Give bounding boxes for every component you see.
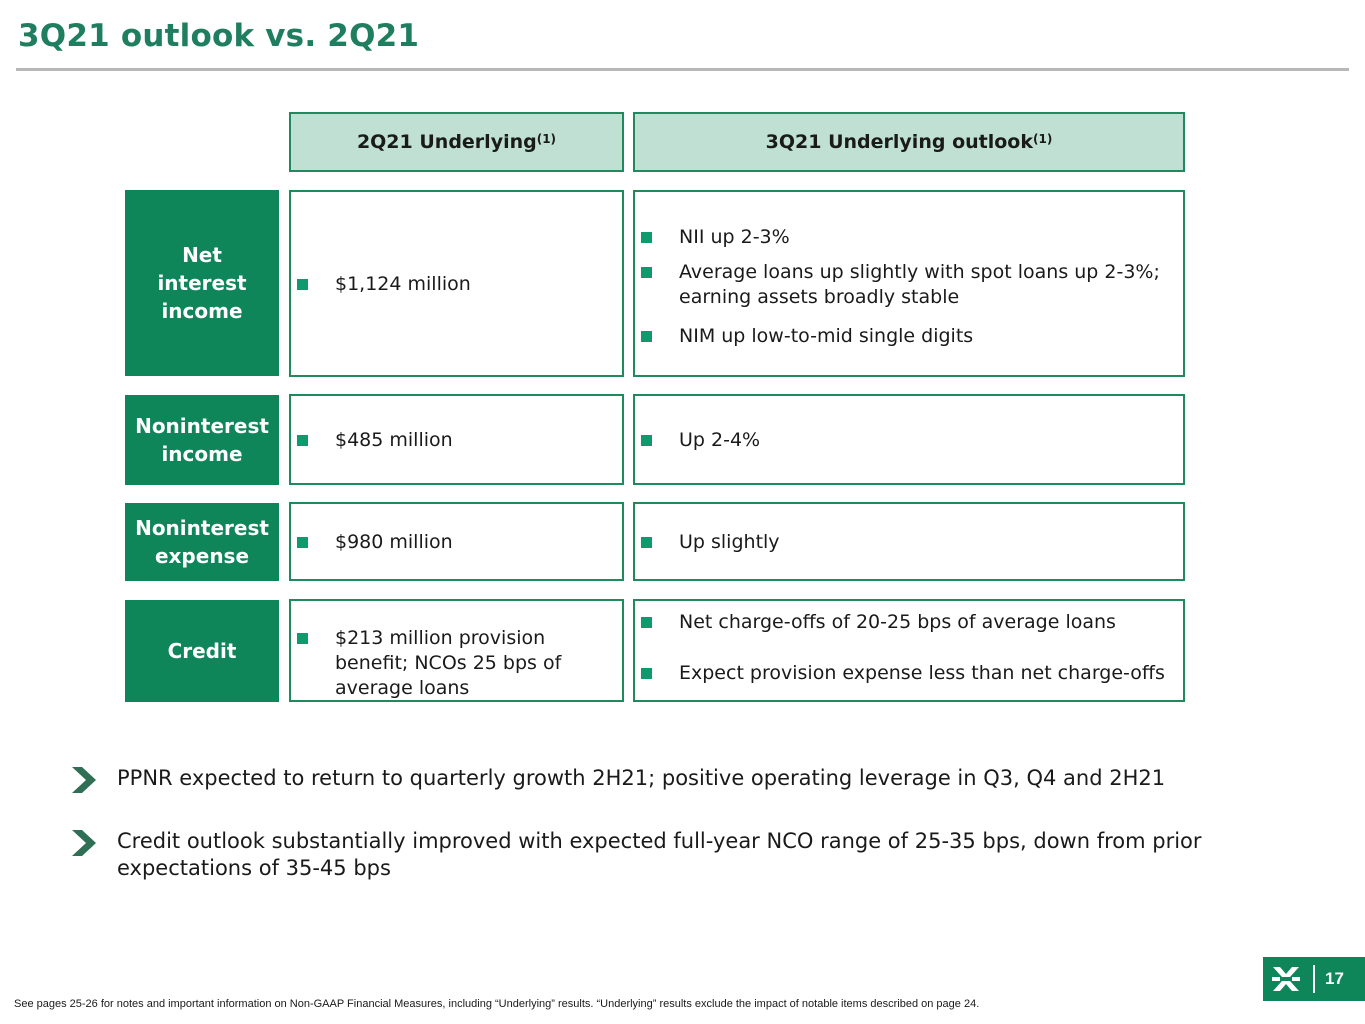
bullet-square-icon (297, 435, 308, 446)
row-label-noninterest-expense: Noninterest expense (125, 503, 279, 581)
bullet-square-icon (641, 617, 652, 628)
page-title: 3Q21 outlook vs. 2Q21 (18, 18, 420, 54)
page-number: 17 (1325, 969, 1344, 988)
row-label-credit: Credit (125, 600, 279, 702)
bullet-item: $1,124 million (297, 272, 617, 297)
page-badge: 17 (1263, 957, 1365, 1001)
cell-noninterest-income-2q21: $485 million (289, 394, 624, 485)
bullet-square-icon (641, 435, 652, 446)
bullet-square-icon (641, 232, 652, 243)
bullet-text: $213 million provision benefit; NCOs 25 … (335, 627, 562, 699)
bullet-square-icon (297, 633, 308, 644)
bullet-item: Net charge-offs of 20-25 bps of average … (641, 610, 1181, 635)
bullet-text: $1,124 million (335, 273, 471, 295)
row-label-noninterest-income: Noninterest income (125, 395, 279, 485)
badge-divider (1313, 965, 1315, 993)
bullet-text: Up 2-4% (679, 429, 761, 451)
bullet-item: Expect provision expense less than net c… (641, 661, 1181, 686)
bullet-text: Net charge-offs of 20-25 bps of average … (679, 611, 1116, 633)
column-header-2q21-label: 2Q21 Underlying (356, 131, 537, 153)
row-label-noninterest-income-text: Noninterest income (135, 414, 269, 466)
bullet-item: Average loans up slightly with spot loan… (641, 260, 1171, 310)
column-header-3q21: 3Q21 Underlying outlook (1) (633, 112, 1185, 172)
bullet-square-icon (641, 537, 652, 548)
takeaway-credit-outlook: Credit outlook substantially improved wi… (117, 829, 1202, 880)
row-label-credit-text: Credit (167, 639, 237, 663)
bullet-item: $485 million (297, 428, 617, 453)
cell-noninterest-expense-3q21: Up slightly (633, 502, 1185, 581)
column-header-3q21-label: 3Q21 Underlying outlook (765, 131, 1033, 153)
footnote: See pages 25-26 for notes and important … (14, 998, 980, 1010)
bullet-text: $980 million (335, 531, 453, 553)
bullet-text: NII up 2-3% (679, 226, 790, 248)
bullet-text: NIM up low-to-mid single digits (679, 325, 974, 347)
bullet-square-icon (641, 267, 652, 278)
citizens-logo-icon (1272, 967, 1300, 991)
column-header-2q21-footnote-ref: (1) (536, 132, 557, 146)
cell-noninterest-income-3q21: Up 2-4% (633, 394, 1185, 485)
bullet-item: NII up 2-3% (641, 225, 1171, 250)
bullet-square-icon (641, 668, 652, 679)
bullet-text: $485 million (335, 429, 453, 451)
chevron-right-icon (72, 830, 96, 856)
bullet-text: Expect provision expense less than net c… (679, 662, 1165, 684)
bullet-square-icon (641, 331, 652, 342)
cell-nii-3q21: NII up 2-3% Average loans up slightly wi… (633, 190, 1185, 377)
cell-nii-2q21: $1,124 million (289, 190, 624, 377)
takeaway-ppnr: PPNR expected to return to quarterly gro… (117, 766, 1166, 790)
title-divider (16, 68, 1349, 71)
cell-noninterest-expense-2q21: $980 million (289, 502, 624, 581)
bullet-item: $213 million provision benefit; NCOs 25 … (297, 626, 622, 701)
chevron-right-icon (72, 767, 96, 793)
cell-credit-2q21: $213 million provision benefit; NCOs 25 … (289, 599, 624, 702)
row-label-noninterest-expense-text: Noninterest expense (135, 516, 269, 568)
row-label-net-interest-income-text: Net interest income (157, 243, 247, 323)
bullet-text: Average loans up slightly with spot loan… (679, 261, 1160, 308)
bullet-square-icon (297, 279, 308, 290)
bullet-item: NIM up low-to-mid single digits (641, 324, 1171, 349)
column-header-2q21: 2Q21 Underlying (1) (289, 112, 624, 172)
bullet-item: Up 2-4% (641, 428, 1171, 453)
bullet-text: Up slightly (679, 531, 780, 553)
column-header-3q21-footnote-ref: (1) (1032, 132, 1053, 146)
bullet-square-icon (297, 537, 308, 548)
cell-credit-3q21: Net charge-offs of 20-25 bps of average … (633, 599, 1185, 702)
bullet-item: Up slightly (641, 530, 1171, 555)
bullet-item: $980 million (297, 530, 617, 555)
row-label-net-interest-income: Net interest income (125, 190, 279, 376)
